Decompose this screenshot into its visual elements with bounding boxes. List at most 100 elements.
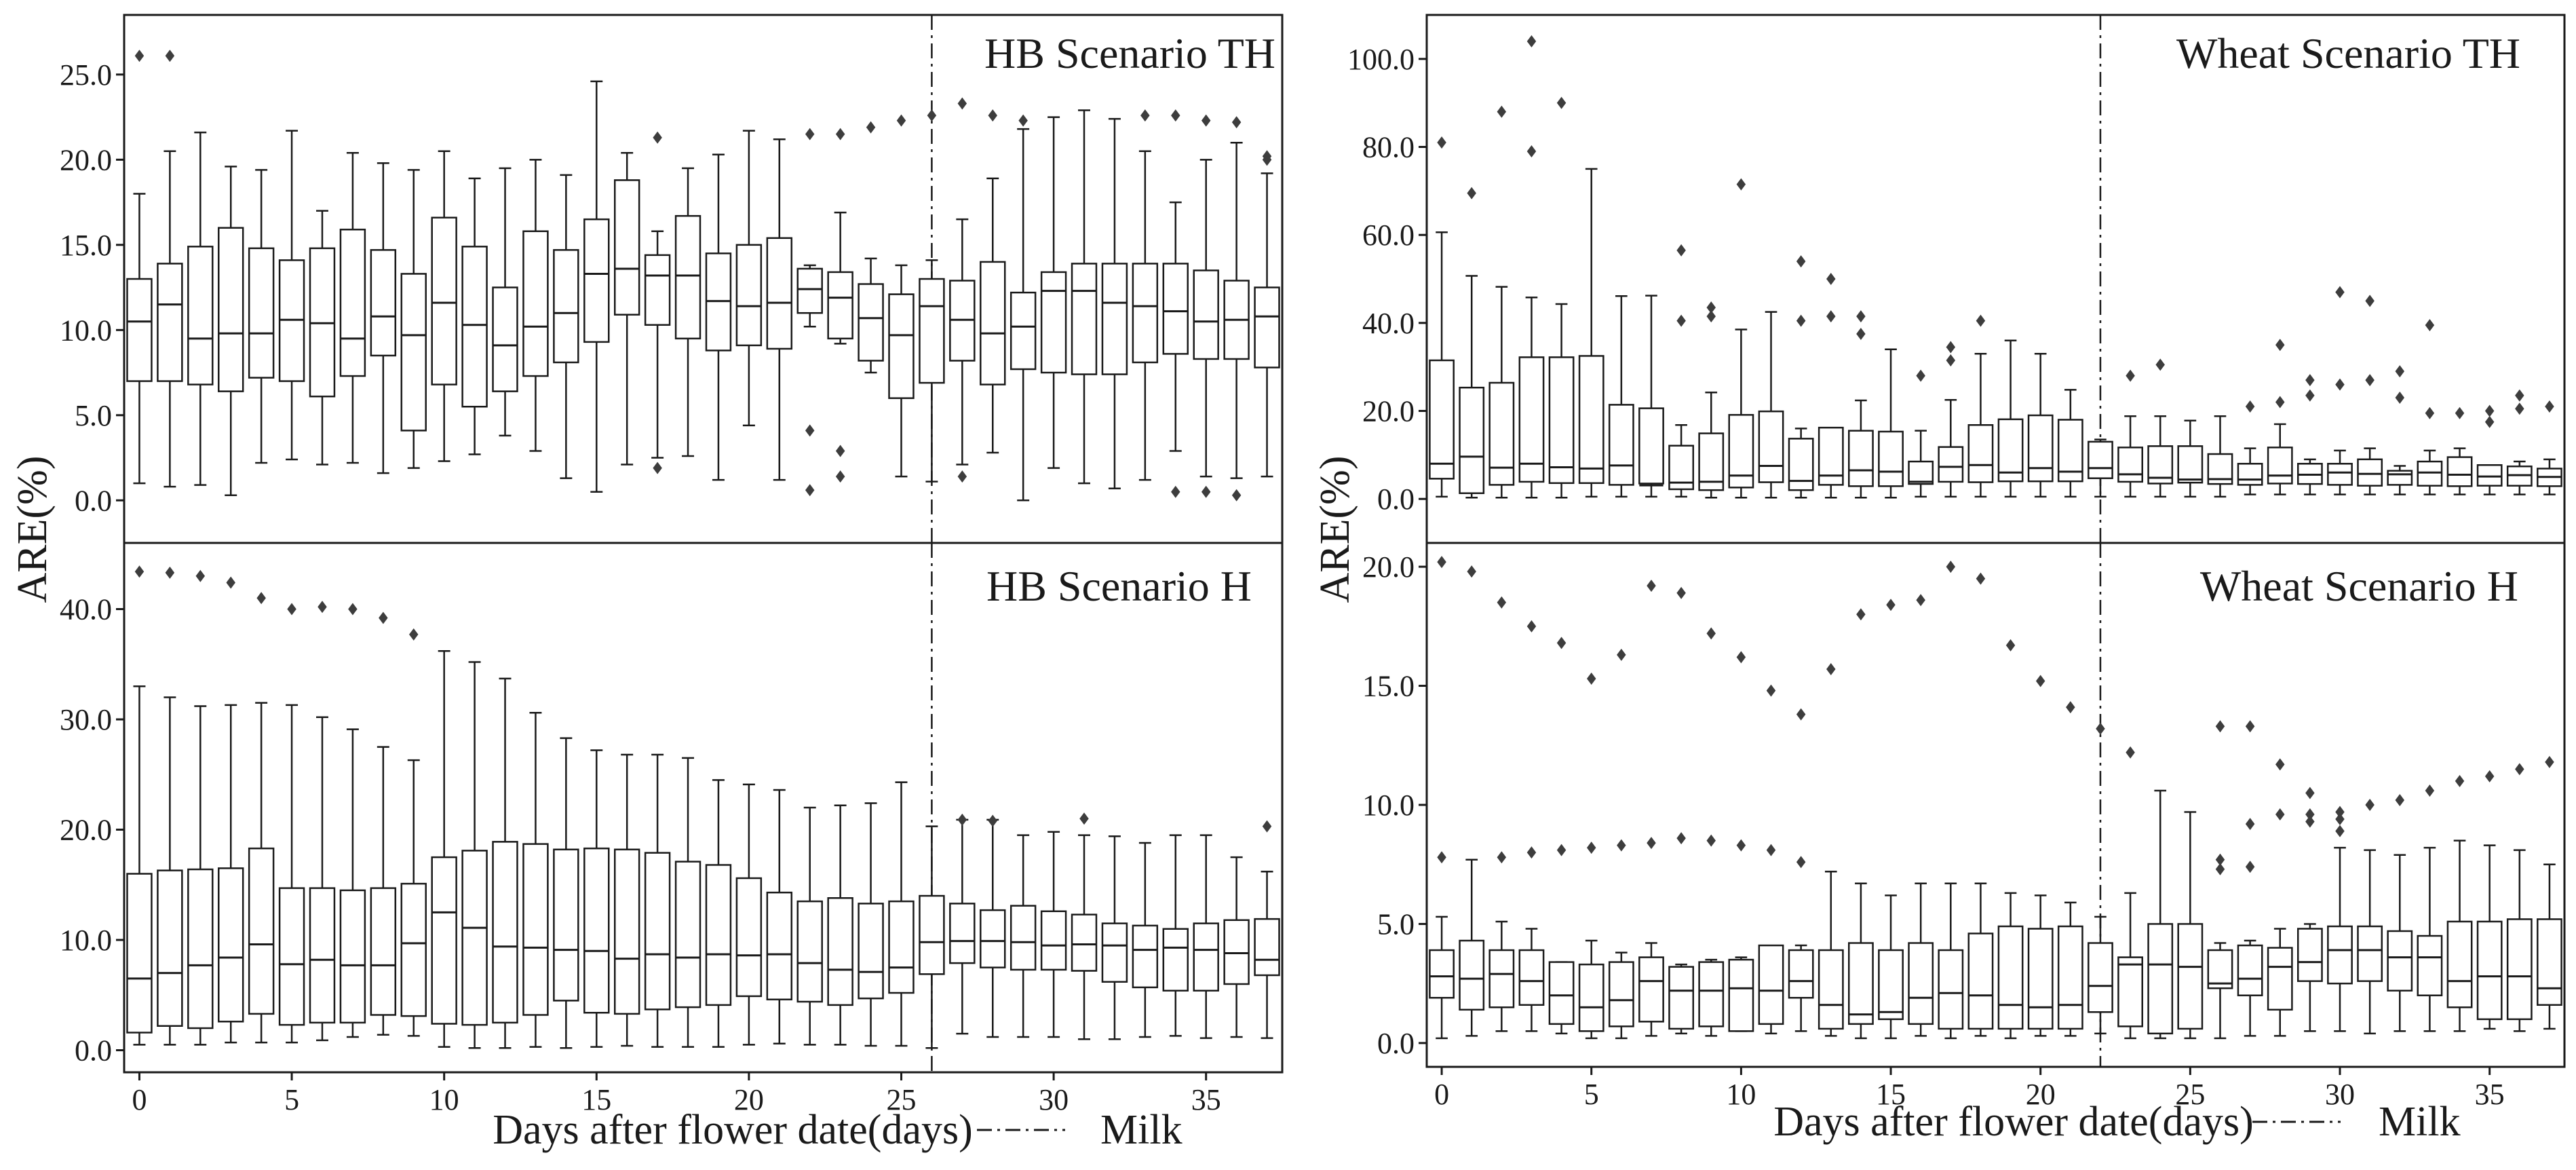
iqr-box: [735, 877, 763, 998]
box-day-14: [1848, 399, 1874, 499]
iqr-box: [1698, 961, 1725, 1027]
box-day-27: [2237, 447, 2263, 495]
box-day-3: [1518, 928, 1545, 1032]
outlier-point: [1467, 565, 1476, 578]
x-tick-label: 10: [429, 1083, 459, 1116]
iqr-box: [1132, 924, 1159, 989]
outlier-point: [2455, 407, 2465, 419]
box-day-5: [278, 704, 305, 1044]
box-day-23: [2117, 892, 2143, 1040]
outlier-point: [1856, 328, 1866, 341]
y-tick-label: 25.0: [60, 58, 112, 92]
outlier-point: [409, 628, 419, 641]
outlier-point: [805, 128, 815, 140]
box-day-8: [1668, 963, 1695, 1035]
iqr-box: [157, 869, 183, 1027]
box-day-17: [644, 230, 671, 459]
iqr-box: [309, 887, 336, 1024]
iqr-box: [2327, 463, 2353, 486]
box-day-7: [339, 728, 366, 1038]
iqr-box: [2387, 470, 2413, 486]
box-day-21: [2057, 389, 2083, 498]
iqr-box: [858, 283, 884, 362]
outlier-point: [2275, 808, 2285, 821]
outlier-point: [1916, 594, 1925, 607]
box-day-4: [1548, 961, 1575, 1035]
outlier-point: [1916, 369, 1925, 382]
box-day-14: [1848, 882, 1874, 1040]
box-day-14: [553, 174, 579, 479]
outlier-point: [318, 601, 327, 614]
iqr-box: [583, 218, 610, 343]
outlier-point: [2305, 374, 2315, 387]
y-tick-label: 20.0: [1362, 395, 1415, 428]
box-day-26: [919, 259, 945, 483]
outlier-point: [226, 576, 235, 589]
outlier-point: [2335, 286, 2345, 299]
iqr-box: [2088, 942, 2113, 1013]
outlier-point: [1497, 105, 1507, 118]
box-day-10: [431, 650, 457, 1048]
box-day-24: [2147, 415, 2174, 498]
outlier-point: [2395, 365, 2405, 378]
box-day-24: [858, 257, 884, 374]
box-day-22: [2088, 916, 2113, 1035]
x-tick-label: 5: [284, 1083, 299, 1116]
box-day-14: [553, 737, 579, 1049]
box-day-37: [1254, 871, 1280, 1039]
iqr-box: [1788, 949, 1814, 999]
y-tick-label: 0.0: [75, 1034, 112, 1068]
outlier-point: [1706, 627, 1716, 640]
outlier-point: [1556, 96, 1566, 109]
outlier-point: [2365, 295, 2375, 307]
iqr-box: [339, 889, 366, 1024]
box-day-20: [735, 783, 763, 1046]
outlier-point: [1766, 844, 1776, 856]
iqr-box: [248, 847, 275, 1015]
outlier-point: [1140, 109, 1150, 122]
outlier-point: [1796, 856, 1806, 869]
outlier-point: [1796, 708, 1806, 721]
outlier-point: [2126, 746, 2135, 759]
iqr-box: [1578, 963, 1604, 1032]
outlier-point: [1526, 35, 1537, 48]
y-tick-label: 15.0: [1362, 670, 1415, 703]
iqr-box: [644, 254, 671, 326]
outlier-point: [1886, 599, 1896, 611]
iqr-box: [2147, 923, 2174, 1035]
outlier-point: [2215, 853, 2225, 866]
box-day-15: [1878, 348, 1904, 499]
outlier-point: [2425, 784, 2435, 797]
iqr-box: [2417, 935, 2443, 996]
box-day-9: [400, 759, 427, 1037]
box-day-35: [2476, 844, 2503, 1030]
outlier-point: [256, 592, 266, 605]
x-tick-label: 0: [132, 1083, 147, 1116]
outlier-point: [2335, 806, 2345, 818]
outlier-point: [134, 50, 145, 62]
panel-frame: [123, 542, 1284, 1074]
x-tick-label: 5: [1584, 1078, 1599, 1111]
box-day-4: [1548, 303, 1575, 499]
right-xlabel: Days after flower date(days): [1773, 1099, 2254, 1145]
iqr-box: [1010, 291, 1037, 371]
box-day-25: [888, 781, 915, 1047]
iqr-box: [1698, 432, 1725, 491]
iqr-box: [461, 850, 488, 1026]
iqr-box: [1459, 386, 1485, 494]
outlier-point: [2365, 374, 2375, 387]
iqr-box: [980, 261, 1006, 385]
outlier-point: [1676, 832, 1686, 845]
outlier-point: [2515, 763, 2524, 776]
outlier-point: [2395, 793, 2405, 806]
outlier-point: [1676, 314, 1686, 327]
outlier-point: [2245, 400, 2255, 413]
outlier-point: [1171, 109, 1180, 122]
box-day-1: [157, 150, 183, 488]
outlier-point: [134, 565, 145, 578]
iqr-box: [1162, 263, 1189, 355]
iqr-box: [1608, 404, 1634, 486]
outlier-point: [1262, 153, 1272, 166]
outlier-point: [1586, 842, 1596, 854]
iqr-box: [1848, 942, 1874, 1025]
